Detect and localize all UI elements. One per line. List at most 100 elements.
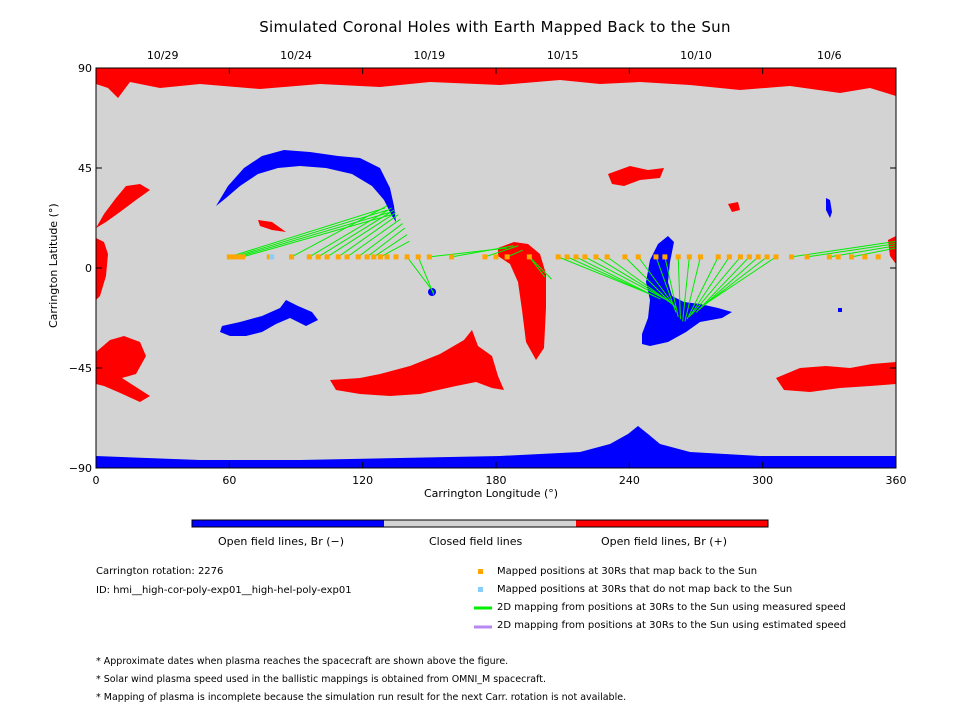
measured-mapping-line bbox=[566, 256, 657, 298]
mapped-point bbox=[355, 254, 361, 260]
positive-region-west-edge bbox=[96, 238, 108, 300]
mapped-point bbox=[526, 254, 532, 260]
top-date-label: 10/15 bbox=[547, 49, 579, 62]
measured-mapping-line bbox=[451, 245, 514, 258]
mapped-point bbox=[235, 254, 241, 260]
mapped-points bbox=[226, 254, 881, 260]
y-tick-label: 0 bbox=[85, 262, 92, 275]
legend-unmapped-label: Mapped positions at 30Rs that do not map… bbox=[497, 584, 793, 595]
top-date-label: 10/29 bbox=[147, 49, 179, 62]
mapped-point bbox=[849, 254, 855, 260]
mapped-point bbox=[335, 254, 341, 260]
colorbar-label-negative: Open field lines, Br (−) bbox=[218, 535, 345, 548]
mapped-point bbox=[737, 254, 743, 260]
measured-mapping-line bbox=[242, 214, 392, 258]
measured-mapping-line bbox=[326, 212, 397, 258]
measured-mapping-line bbox=[238, 211, 390, 258]
negative-region-arc bbox=[216, 150, 396, 222]
mapped-point bbox=[653, 254, 659, 260]
positive-region-north-east bbox=[608, 166, 664, 186]
mapped-point bbox=[324, 254, 330, 260]
measured-mapping-line bbox=[695, 256, 750, 313]
measured-mapping-line bbox=[807, 243, 897, 258]
colorbar bbox=[191, 519, 769, 528]
mapped-point bbox=[564, 254, 570, 260]
mapped-point bbox=[231, 254, 237, 260]
measured-mapping-line bbox=[688, 256, 730, 318]
measured-mapping-line bbox=[406, 256, 435, 293]
measured-mapping-line bbox=[357, 223, 403, 258]
mapped-point bbox=[755, 254, 761, 260]
negative-region-southwest bbox=[220, 300, 318, 336]
measured-mapping-line bbox=[229, 207, 386, 258]
positive-region-central-arc bbox=[498, 242, 546, 360]
measured-mapping-line bbox=[528, 256, 546, 278]
x-tick-label: 300 bbox=[752, 474, 773, 487]
note-speed-source: * Solar wind plasma speed used in the ba… bbox=[96, 674, 546, 685]
mapped-point bbox=[826, 254, 832, 260]
measured-mapping-line bbox=[791, 240, 897, 258]
mapped-point bbox=[835, 254, 841, 260]
mapped-point bbox=[593, 254, 599, 260]
positive-region-southwest bbox=[96, 336, 150, 402]
mapped-point bbox=[315, 254, 321, 260]
measured-mapping-line bbox=[506, 249, 523, 258]
y-tick-label: 90 bbox=[78, 62, 92, 75]
mapped-point bbox=[764, 254, 770, 260]
run-id: ID: hmi__high-cor-poly-exp01__high-hel-p… bbox=[96, 585, 352, 596]
mapped-point bbox=[504, 254, 510, 260]
mapped-point bbox=[493, 254, 499, 260]
measured-mapping-line bbox=[417, 256, 435, 295]
measured-mapping-line bbox=[684, 256, 701, 322]
colorbar-segment bbox=[576, 520, 768, 527]
mapped-point bbox=[573, 254, 579, 260]
x-tick-label: 240 bbox=[619, 474, 640, 487]
measured-mapping-line bbox=[380, 240, 410, 258]
mapped-point bbox=[773, 254, 779, 260]
mapped-point bbox=[482, 254, 488, 260]
top-date-label: 10/6 bbox=[817, 49, 842, 62]
measured-mapping-line bbox=[851, 247, 897, 258]
mapped-point bbox=[804, 254, 810, 260]
measured-mapping-line bbox=[664, 256, 679, 317]
top-date-label: 10/24 bbox=[280, 49, 312, 62]
measured-mapping-line bbox=[682, 256, 690, 322]
measured-mapping-line bbox=[528, 256, 552, 280]
mapped-point bbox=[384, 254, 390, 260]
mapped-point bbox=[662, 254, 668, 260]
top-date-label: 10/10 bbox=[680, 49, 712, 62]
measured-mapping-line bbox=[291, 205, 388, 258]
mapped-point bbox=[582, 254, 588, 260]
measured-mapping-line bbox=[691, 256, 741, 315]
colorbar-label-positive: Open field lines, Br (+) bbox=[601, 535, 728, 548]
y-tick-label: 45 bbox=[78, 162, 92, 175]
mapped-point bbox=[726, 254, 732, 260]
measured-mapping-line bbox=[575, 256, 661, 300]
negative-region-dash bbox=[826, 198, 832, 218]
mapped-point bbox=[289, 254, 295, 260]
note-dates: * Approximate dates when plasma reaches … bbox=[96, 656, 509, 667]
top-date-label: 10/19 bbox=[413, 49, 445, 62]
mapped-point bbox=[555, 254, 561, 260]
carrington-rotation: Carrington rotation: 2276 bbox=[96, 566, 224, 577]
mapped-point bbox=[364, 254, 370, 260]
measured-mapping-line bbox=[655, 256, 677, 313]
mapped-point bbox=[789, 254, 795, 260]
measured-mapping-line bbox=[233, 209, 388, 258]
mapped-point bbox=[635, 254, 641, 260]
measured-mapping-line bbox=[702, 256, 777, 307]
mapped-point bbox=[449, 254, 455, 260]
positive-open-field-regions bbox=[96, 68, 896, 402]
positive-region-west-lobe bbox=[96, 184, 150, 228]
legend-symbols bbox=[474, 569, 492, 629]
unmapped-points bbox=[269, 254, 275, 260]
mapped-point bbox=[746, 254, 752, 260]
mapped-point bbox=[306, 254, 312, 260]
colorbar-segment bbox=[192, 520, 384, 527]
unmapped-point bbox=[269, 254, 275, 260]
mapped-point bbox=[697, 254, 703, 260]
mapped-point bbox=[226, 254, 232, 260]
measured-mapping-line bbox=[309, 207, 392, 258]
mapped-point bbox=[715, 254, 721, 260]
